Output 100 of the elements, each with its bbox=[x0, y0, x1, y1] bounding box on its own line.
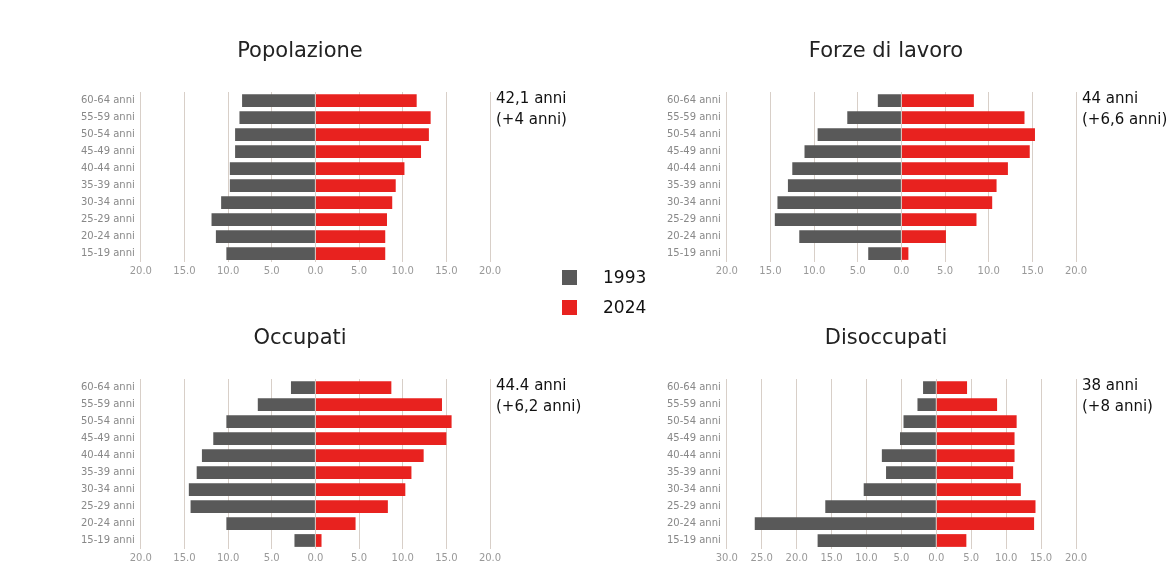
y-tick-label: 45-49 anni bbox=[666, 432, 721, 444]
bar bbox=[315, 517, 356, 530]
bar bbox=[868, 247, 901, 260]
text: (+6,2 anni) bbox=[496, 397, 582, 416]
y-tick-label: 35-39 anni bbox=[666, 179, 721, 191]
bar bbox=[936, 500, 1036, 513]
bar bbox=[315, 398, 442, 411]
x-tick-label: 10.0 bbox=[855, 551, 878, 563]
bar bbox=[936, 398, 998, 411]
bar bbox=[903, 415, 936, 428]
bar bbox=[290, 381, 315, 394]
y-tick-label: 35-39 anni bbox=[80, 179, 135, 191]
bar bbox=[315, 500, 388, 513]
y-tick-label: 45-49 anni bbox=[80, 432, 135, 444]
y-tick-label: 45-49 anni bbox=[80, 145, 135, 157]
bar bbox=[235, 145, 315, 158]
legend-label: 2024 bbox=[603, 297, 647, 317]
bar bbox=[226, 517, 315, 530]
bar bbox=[936, 466, 1014, 479]
y-tick-label: 30-34 anni bbox=[666, 196, 721, 208]
y-tick-label: 60-64 anni bbox=[666, 94, 721, 106]
y-tick-label: 45-49 anni bbox=[666, 145, 721, 157]
bar bbox=[936, 432, 1015, 445]
bar bbox=[211, 213, 315, 226]
bar bbox=[886, 466, 936, 479]
y-tick-label: 35-39 anni bbox=[666, 466, 721, 478]
bar bbox=[901, 94, 974, 107]
bar bbox=[226, 247, 315, 260]
y-tick-label: 40-44 anni bbox=[666, 449, 721, 461]
y-tick-label: 15-19 anni bbox=[666, 534, 721, 546]
x-tick-label: 5.0 bbox=[849, 264, 866, 276]
bar bbox=[936, 449, 1015, 462]
bar bbox=[923, 381, 936, 394]
y-tick-label: 50-54 anni bbox=[80, 128, 135, 140]
y-tick-label: 30-34 anni bbox=[80, 483, 135, 495]
bar bbox=[863, 483, 936, 496]
bar bbox=[315, 213, 387, 226]
bar bbox=[901, 247, 909, 260]
x-tick-label: 15.0 bbox=[435, 551, 458, 563]
bar bbox=[847, 111, 901, 124]
bar bbox=[315, 111, 431, 124]
y-tick-label: 60-64 anni bbox=[80, 94, 135, 106]
x-tick-label: 20.0 bbox=[478, 551, 502, 563]
bar bbox=[201, 449, 315, 462]
bar bbox=[235, 128, 315, 141]
bar bbox=[901, 230, 946, 243]
bar bbox=[196, 466, 315, 479]
x-tick-label: 0.0 bbox=[307, 264, 324, 276]
bar bbox=[936, 381, 968, 394]
bar bbox=[799, 230, 901, 243]
bar bbox=[817, 534, 936, 547]
text: 44.4 anni bbox=[496, 376, 567, 395]
x-tick-label: 5.0 bbox=[963, 551, 980, 563]
bar bbox=[817, 128, 901, 141]
y-tick-label: 20-24 anni bbox=[666, 517, 721, 529]
text: 38 anni bbox=[1082, 376, 1139, 395]
y-tick-label: 60-64 anni bbox=[80, 381, 135, 393]
bar bbox=[901, 145, 1030, 158]
chart-title: Disoccupati bbox=[823, 325, 949, 349]
bar bbox=[315, 466, 412, 479]
text: 44 anni bbox=[1082, 89, 1139, 108]
x-tick-label: 15.0 bbox=[1021, 264, 1044, 276]
x-tick-label: 20.0 bbox=[129, 264, 152, 276]
bar bbox=[900, 432, 936, 445]
bar bbox=[777, 196, 901, 209]
bar bbox=[936, 517, 1035, 530]
y-tick-label: 20-24 anni bbox=[80, 517, 135, 529]
x-tick-label: 10.0 bbox=[977, 264, 1000, 276]
bar bbox=[315, 415, 452, 428]
bar bbox=[901, 196, 993, 209]
bar bbox=[190, 500, 315, 513]
bar bbox=[213, 432, 315, 445]
bar bbox=[787, 179, 901, 192]
bar bbox=[792, 162, 901, 175]
bar bbox=[877, 94, 901, 107]
bar bbox=[774, 213, 901, 226]
bar bbox=[315, 432, 447, 445]
y-tick-label: 50-54 anni bbox=[666, 128, 721, 140]
y-tick-label: 15-19 anni bbox=[80, 534, 135, 546]
bar bbox=[315, 247, 386, 260]
y-tick-label: 30-34 anni bbox=[666, 483, 721, 495]
y-tick-label: 55-59 anni bbox=[666, 111, 721, 123]
x-tick-label: 30.0 bbox=[715, 551, 738, 563]
x-tick-label: 10.0 bbox=[391, 551, 414, 563]
bar bbox=[315, 449, 424, 462]
y-tick-label: 55-59 anni bbox=[80, 111, 135, 123]
x-tick-label: 5.0 bbox=[263, 551, 280, 563]
bar bbox=[226, 415, 315, 428]
text: (+4 anni) bbox=[496, 110, 567, 129]
y-tick-label: 30-34 anni bbox=[80, 196, 135, 208]
x-tick-label: 15.0 bbox=[173, 264, 196, 276]
x-tick-label: 25.0 bbox=[750, 551, 773, 563]
x-tick-label: 15.0 bbox=[820, 551, 843, 563]
bar bbox=[825, 500, 936, 513]
y-tick-label: 15-19 anni bbox=[666, 247, 721, 259]
bar bbox=[901, 213, 977, 226]
bar bbox=[804, 145, 901, 158]
x-tick-label: 10.0 bbox=[802, 264, 826, 276]
bar bbox=[315, 534, 322, 547]
y-tick-label: 55-59 anni bbox=[666, 398, 721, 410]
